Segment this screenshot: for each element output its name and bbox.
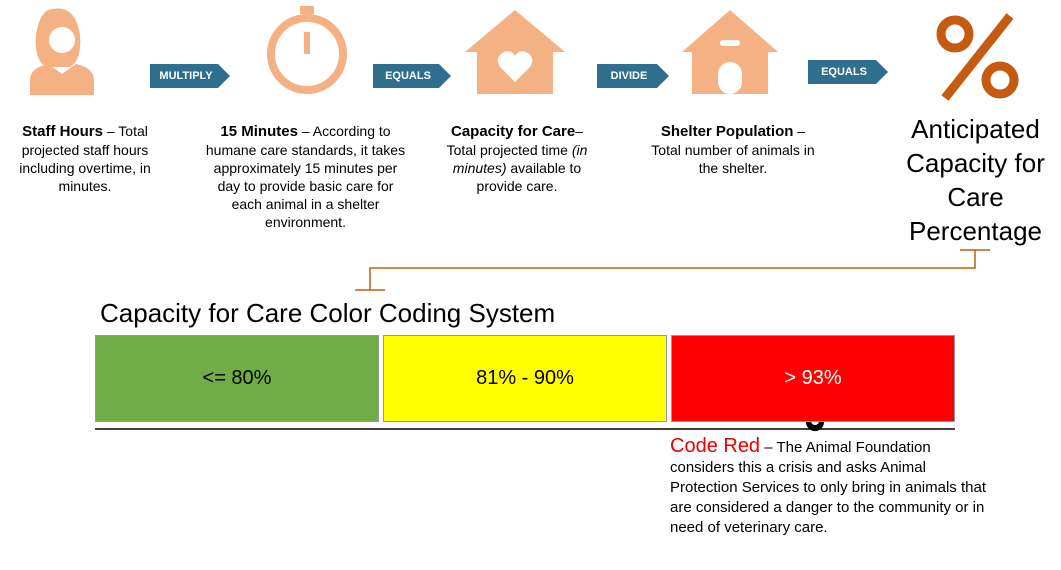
step-text: Total projected time bbox=[446, 142, 568, 158]
coding-title: Capacity for Care Color Coding System bbox=[100, 298, 556, 328]
code-red-text: – The Animal Foundation considers this a… bbox=[670, 439, 986, 536]
step: 15 Minutes – According to humane care st… bbox=[203, 122, 408, 231]
band-green: <= 80% bbox=[95, 335, 379, 422]
connector bbox=[355, 249, 990, 291]
step: Shelter Population – Total number of ani… bbox=[648, 122, 818, 177]
house-heart-icon bbox=[465, 10, 565, 94]
band-yellow: 81% - 90% bbox=[383, 335, 667, 422]
operator: DIVIDE bbox=[610, 70, 648, 82]
step-text: – According to humane care standards, it… bbox=[205, 123, 406, 230]
operator-arrows bbox=[150, 60, 888, 88]
step-title: Shelter Population bbox=[660, 123, 794, 140]
step-text-italic: (in minutes) bbox=[452, 142, 588, 176]
step-title: Capacity for Care bbox=[450, 123, 576, 140]
step-text: – Total number of animals in the shelter… bbox=[651, 123, 815, 176]
step: Staff Hours – Total projected staff hour… bbox=[5, 122, 165, 195]
step-text: – bbox=[575, 123, 583, 139]
operator: EQUALS bbox=[385, 70, 431, 82]
band-red: > 93% bbox=[671, 335, 955, 422]
step-title: 15 Minutes bbox=[220, 123, 298, 140]
doghouse-icon bbox=[682, 10, 778, 94]
stopwatch-icon bbox=[267, 6, 347, 94]
operator: MULTIPLY bbox=[159, 70, 213, 82]
code-red-title: Code Red bbox=[670, 435, 761, 457]
step-text: – Total projected staff hours including … bbox=[19, 123, 151, 194]
step-title: Staff Hours bbox=[22, 123, 103, 140]
step: Capacity for Care– Total projected time (… bbox=[432, 122, 602, 195]
step-text: available to provide care. bbox=[476, 160, 582, 194]
operator: EQUALS bbox=[821, 66, 867, 78]
code-red: Code Red – The Animal Foundation conside… bbox=[670, 436, 995, 538]
percent-icon bbox=[936, 13, 1019, 101]
result: Anticipated Capacity for Care Percentage bbox=[906, 114, 1045, 246]
